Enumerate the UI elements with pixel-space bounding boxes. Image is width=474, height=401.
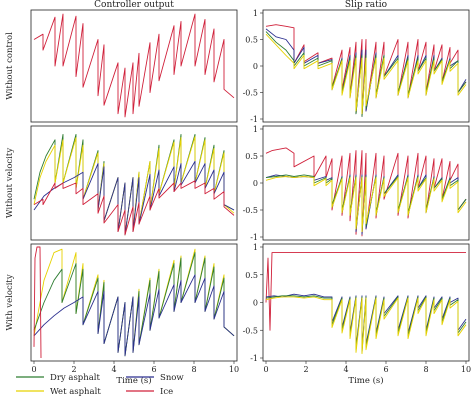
y-tick-label: -0.5 [243,89,258,98]
series-line-ice [33,13,235,118]
legend-entry-wet-asphalt: Wet asphalt [16,387,101,397]
column-title: Controller output [94,0,174,10]
y-tick-label: 0.5 [245,152,258,161]
legend-entry-dry-asphalt: Dry asphalt [16,373,101,383]
plot-frame [30,243,238,362]
series-line-wet-asphalt [265,33,467,115]
series-line-snow [33,274,235,357]
series-line-wet-asphalt [265,296,467,355]
row-label: With velocity [5,274,15,330]
x-tick-label: 8 [423,365,428,374]
y-tick-label: 0 [253,179,258,188]
x-axis-label: Time (s) [348,375,383,386]
legend-entry-ice: Ice [126,387,173,397]
x-tick-label: 2 [71,365,76,374]
x-tick-label: 8 [191,365,196,374]
y-tick-label: 0.5 [245,36,258,45]
row-label: Without control [5,32,15,100]
x-tick-label: 2 [303,365,308,374]
series-line-wet-asphalt [265,176,467,233]
row-label: Without velocity [5,148,15,218]
series-line-ice [265,252,466,331]
y-tick-label: 1 [253,125,258,134]
plot-frame [30,125,238,241]
panel-ctrl-without: Controller output Without control [5,0,238,123]
y-tick-label: 0 [253,62,258,71]
y-tick-label: -1 [250,115,258,124]
y-tick-label: 1 [253,243,258,252]
panel-ctrl-velocity-with: 0 2 4 6 8 10 With velocity Time (s) [5,243,239,386]
y-tick-label: 1 [253,9,258,18]
panel-slip-without: -1 -0.5 0 0.5 1 Slip ratio [243,0,470,124]
y-tick-label: -0.5 [243,326,258,335]
y-tick-label: -1 [250,354,258,363]
series-line-ice [265,24,467,117]
y-tick-label: -0.5 [243,206,258,215]
series-line-ice [265,147,467,237]
legend-label: Wet asphalt [50,387,101,397]
column-title: Slip ratio [345,0,387,10]
panel-ctrl-velocity-without: Without velocity [5,125,238,241]
series-line-snow [33,160,235,236]
x-tick-label: 10 [461,365,471,374]
x-tick-label: 4 [111,365,116,374]
y-tick-label: -1 [250,233,258,242]
y-tick-label: 0.5 [245,271,258,280]
x-tick-label: 4 [343,365,348,374]
x-tick-label: 6 [383,365,388,374]
y-tick-label: 0 [253,299,258,308]
legend: Dry asphalt Wet asphalt Snow Ice [16,373,184,397]
panel-slip-velocity-without: -1 -0.5 0 0.5 1 [243,125,470,242]
legend-label: Dry asphalt [50,373,101,383]
x-axis-label: Time (s) [116,375,151,386]
series-line-ice [33,246,42,359]
plot-frame [30,9,238,123]
series-line-ice [33,180,235,236]
legend-label: Snow [160,373,184,383]
x-tick-label: 0 [263,365,268,374]
legend-entry-snow: Snow [126,373,184,383]
x-tick-label: 10 [229,365,239,374]
x-tick-label: 0 [31,365,36,374]
x-tick-label: 6 [151,365,156,374]
legend-label: Ice [160,387,173,397]
